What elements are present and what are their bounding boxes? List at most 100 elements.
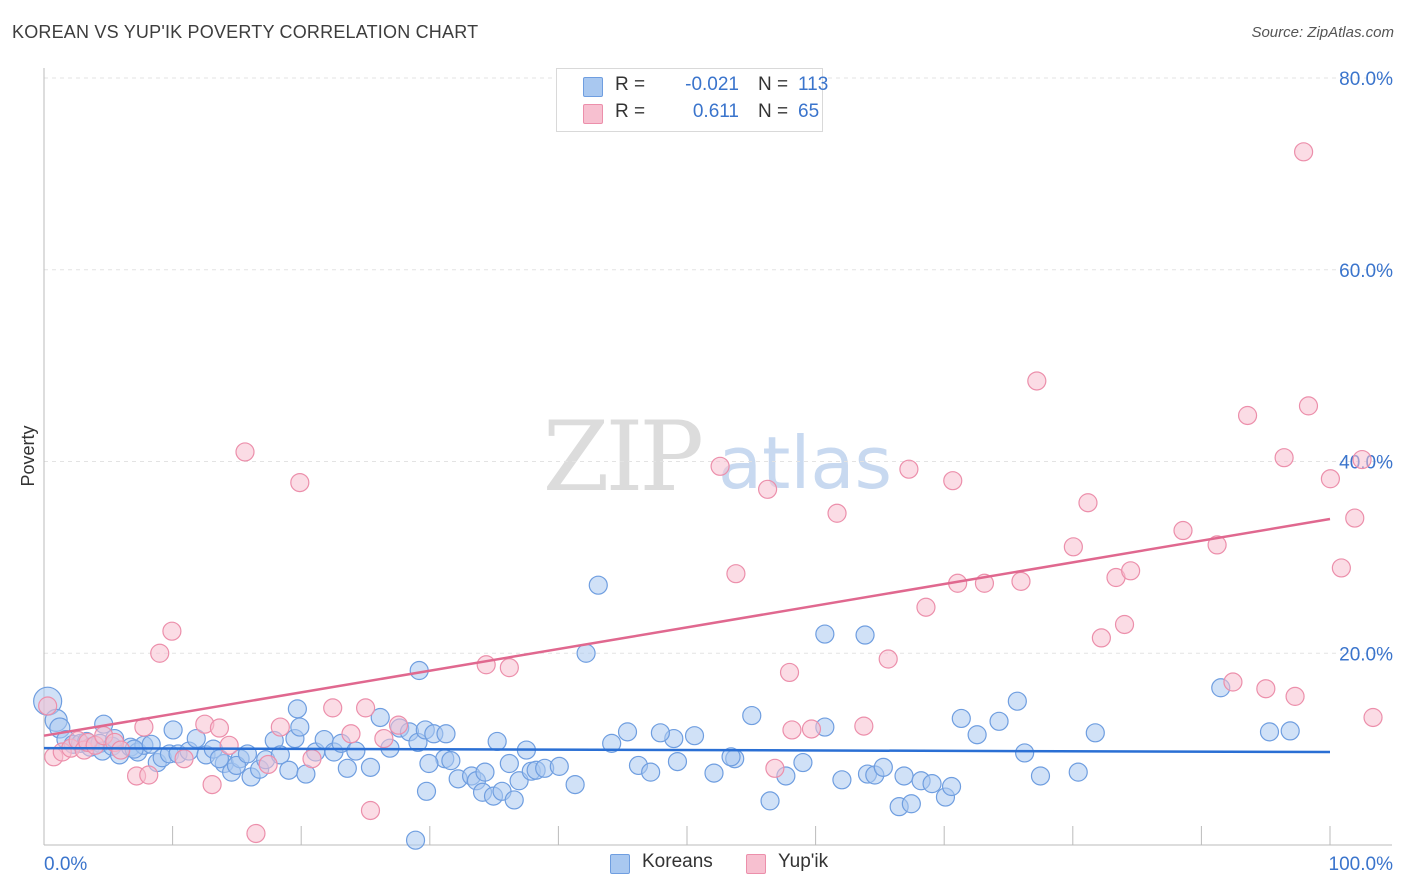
- y-tick-label: 20.0%: [1339, 644, 1393, 665]
- yupik-point: [1256, 679, 1276, 699]
- koreans-swatch: [610, 854, 630, 874]
- yupik-point: [476, 655, 496, 675]
- korean-point: [1007, 691, 1027, 711]
- r-label: R =: [615, 74, 646, 95]
- korean-point: [549, 756, 569, 776]
- korean-point: [742, 705, 762, 726]
- korean-point: [1068, 762, 1088, 782]
- yupik-point: [854, 716, 874, 736]
- korean-point: [405, 830, 426, 850]
- korean-point: [337, 758, 357, 778]
- korean-point: [487, 731, 507, 752]
- yupik-point: [1223, 672, 1243, 692]
- yupik-point: [1293, 142, 1314, 162]
- yupik-point: [219, 735, 239, 755]
- n-value: 113: [798, 74, 829, 95]
- yupik-point: [356, 698, 376, 718]
- korean-point: [504, 790, 524, 810]
- korean-trend-line: [43, 746, 1331, 754]
- yupik-point: [38, 696, 58, 716]
- yupik-point: [258, 754, 278, 775]
- koreans-swatch: [583, 77, 603, 97]
- korean-point: [419, 753, 439, 774]
- korean-point: [287, 699, 307, 719]
- yupik-swatch: [583, 104, 603, 124]
- r-value: 0.611: [692, 101, 739, 122]
- yupik-point: [270, 717, 290, 737]
- korean-point: [894, 766, 914, 786]
- yupik-point: [499, 658, 519, 678]
- yupik-point: [916, 597, 936, 617]
- korean-point: [855, 625, 875, 645]
- korean-point: [704, 763, 724, 783]
- yupik-point: [202, 774, 222, 795]
- korean-point: [576, 643, 596, 663]
- yupik-point: [1173, 520, 1193, 541]
- korean-point: [989, 711, 1009, 731]
- yupik-point: [765, 758, 785, 778]
- korean-point: [922, 774, 942, 794]
- yupik-swatch: [746, 854, 766, 874]
- korean-point: [346, 741, 366, 761]
- korean-point: [873, 757, 893, 777]
- yupik-point: [899, 459, 919, 479]
- y-tick-label: 60.0%: [1339, 261, 1393, 282]
- y-tick-label: 80.0%: [1339, 69, 1393, 90]
- yupik-point: [1027, 371, 1047, 391]
- korean-point: [760, 791, 780, 811]
- r-label: R =: [615, 101, 646, 122]
- korean-point: [565, 774, 585, 795]
- yupik-point: [757, 479, 778, 499]
- korean-point: [441, 751, 461, 771]
- watermark-zip: ZIP: [543, 401, 702, 513]
- korean-point: [815, 624, 835, 644]
- yupik-point: [302, 749, 322, 769]
- yupik-point: [1078, 493, 1098, 513]
- y-axis-label: Poverty: [18, 425, 38, 486]
- korean-point: [290, 717, 310, 737]
- yupik-point: [1298, 396, 1319, 416]
- korean-point: [475, 762, 495, 782]
- yupik-point: [1274, 448, 1294, 468]
- legend-row-yupik: R = 0.611 N = 65: [583, 101, 819, 127]
- r-value: -0.021: [685, 74, 739, 95]
- korean-point: [617, 722, 638, 742]
- yupik-point: [162, 621, 182, 641]
- korean-point: [499, 753, 519, 774]
- legend-label: Yup'ik: [778, 851, 829, 872]
- korean-point: [667, 751, 688, 772]
- korean-point: [279, 760, 299, 780]
- yupik-point: [323, 698, 343, 718]
- korean-point: [1259, 722, 1280, 742]
- yupik-point: [1331, 558, 1351, 578]
- yupik-point: [1320, 469, 1341, 489]
- yupik-point: [710, 456, 730, 476]
- korean-point: [602, 733, 622, 753]
- chart-title: KOREAN VS YUP'IK POVERTY CORRELATION CHA…: [12, 22, 479, 42]
- korean-point: [650, 723, 671, 743]
- korean-point: [1280, 721, 1300, 741]
- korean-point: [951, 708, 971, 729]
- yupik-point: [388, 715, 409, 735]
- korean-point: [416, 781, 437, 801]
- yupik-point: [111, 740, 131, 760]
- yupik-point: [246, 823, 266, 844]
- korean-point: [1085, 723, 1105, 743]
- yupik-trend-line: [43, 517, 1331, 737]
- yupik-point: [360, 800, 381, 821]
- yupik-point: [174, 749, 194, 769]
- correlation-legend: R = -0.021 N = 113 R = 0.611 N = 65: [556, 68, 828, 132]
- yupik-point: [1063, 537, 1083, 557]
- yupik-point: [341, 724, 361, 744]
- korean-point: [588, 575, 608, 595]
- yupik-point: [1091, 628, 1111, 648]
- yupik-point: [779, 662, 800, 683]
- legend-label: Koreans: [642, 851, 713, 872]
- yupik-point: [878, 649, 898, 669]
- korean-point: [901, 794, 921, 814]
- n-label: N =: [758, 74, 789, 95]
- korean-point: [721, 747, 741, 767]
- n-label: N =: [758, 101, 789, 122]
- korean-point: [941, 776, 962, 797]
